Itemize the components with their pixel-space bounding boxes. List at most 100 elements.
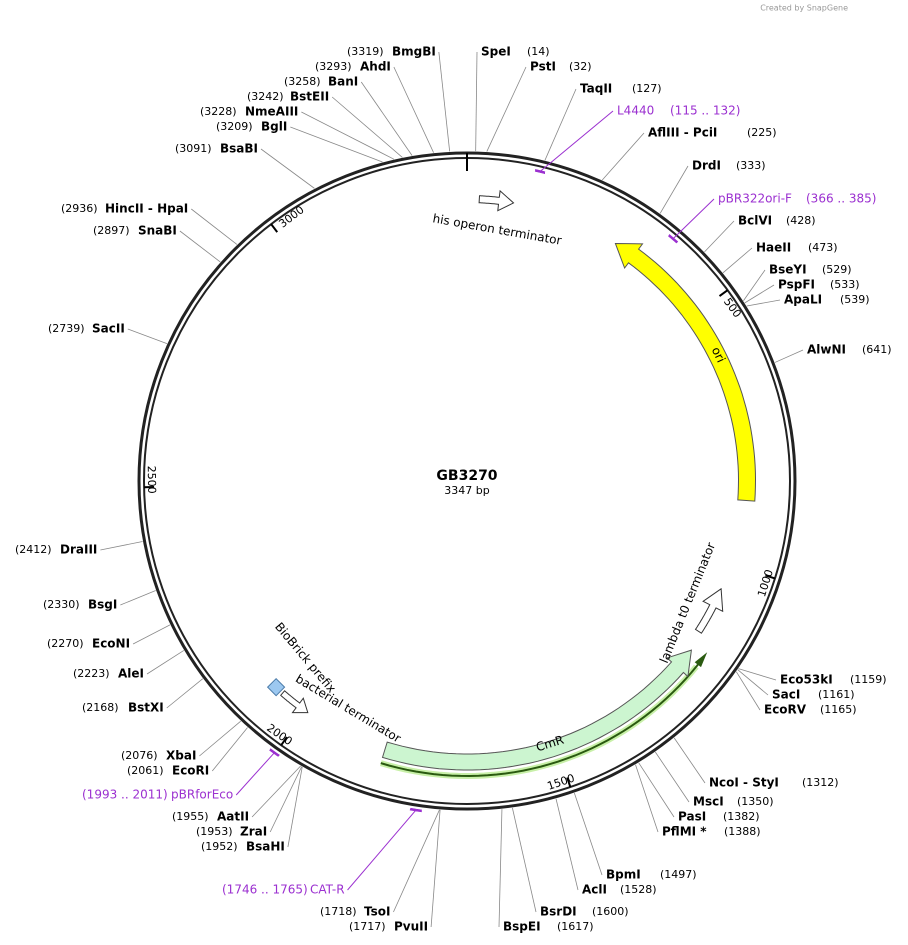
site-position: (333) (736, 159, 766, 172)
site-leader (738, 668, 777, 681)
ruler-tick (765, 574, 776, 580)
lambda-terminator (694, 587, 724, 634)
site-leader (774, 349, 804, 363)
plasmid-name: GB3270 (436, 468, 497, 484)
site-leader (260, 148, 315, 189)
site-name: SacI (772, 688, 800, 702)
site-name: BpmI (606, 868, 641, 882)
primer-leader (539, 110, 614, 172)
primer-range: (1993 .. 2011) (82, 788, 168, 802)
site-name: BanI (328, 75, 358, 89)
site-leader (438, 51, 451, 152)
site-name: ZraI (240, 825, 267, 839)
site-name: BstXI (128, 701, 164, 715)
site-position: (32) (569, 60, 592, 73)
site-position: (3209) (216, 120, 253, 133)
site-name: BsaBI (220, 142, 258, 156)
site-position: (2936) (61, 202, 98, 215)
site-position: (1312) (802, 776, 839, 789)
feature-label: his operon terminator (432, 211, 563, 247)
site-leader (331, 96, 403, 158)
site-position: (3319) (347, 45, 384, 58)
site-name: BseYI (769, 263, 807, 277)
site-position: (3091) (175, 142, 212, 155)
site-position: (1161) (818, 688, 855, 701)
primer-name: pBRforEco (171, 788, 233, 802)
site-position: (539) (840, 293, 870, 306)
primer-range: (115 .. 132) (670, 104, 740, 118)
site-position: (3293) (315, 60, 352, 73)
site-leader (737, 669, 769, 696)
site-name: TsoI (364, 905, 390, 919)
site-leader (673, 737, 706, 784)
site-leader (290, 126, 383, 163)
cmr-line-head (694, 652, 708, 668)
site-position: (2223) (73, 667, 110, 680)
site-leader (635, 764, 659, 833)
biobrick-prefix (266, 677, 286, 697)
site-name: SacII (92, 322, 125, 336)
primer-leader (347, 809, 417, 891)
site-name: BmgBI (392, 45, 436, 59)
site-name: AhdI (360, 60, 391, 74)
site-leader (287, 766, 303, 848)
site-leader (735, 671, 761, 711)
site-position: (2061) (127, 764, 164, 777)
site-name: AclI (582, 883, 607, 897)
site-leader (120, 590, 156, 606)
site-leader (251, 765, 301, 818)
primer-mark (534, 169, 546, 174)
site-position: (2739) (48, 322, 85, 335)
site-name: EcoNI (92, 637, 130, 651)
ruler-label: 2500 (145, 466, 159, 494)
site-name: EcoRV (764, 703, 807, 717)
site-leader (659, 165, 689, 214)
site-name: AlwNI (807, 343, 846, 357)
site-name: Eco53kI (780, 673, 833, 687)
site-leader (475, 51, 478, 152)
site-leader (638, 762, 675, 818)
branding: Created by SnapGene (760, 4, 848, 13)
ruler-tick (270, 223, 279, 233)
site-position: (641) (862, 343, 892, 356)
site-name: ApaLI (784, 293, 822, 307)
site-position: (3228) (200, 105, 237, 118)
ruler-tick (718, 289, 729, 297)
site-leader (486, 66, 527, 152)
feature-label: ori (709, 345, 728, 365)
site-name: DrdI (692, 159, 721, 173)
site-position: (2270) (47, 637, 84, 650)
site-position: (1497) (660, 868, 697, 881)
ruler-tick (280, 736, 288, 746)
site-position: (529) (822, 263, 852, 276)
site-position: (1382) (723, 810, 760, 823)
site-leader (166, 678, 204, 709)
site-leader (498, 809, 503, 928)
site-name: AatII (217, 810, 249, 824)
site-position: (14) (527, 45, 550, 58)
site-name: AleI (118, 667, 144, 681)
site-leader (511, 807, 537, 913)
site-name: NcoI - StyI (709, 776, 779, 790)
site-leader (743, 269, 766, 302)
site-leader (269, 766, 303, 833)
site-name: PspFI (778, 278, 815, 292)
site-name: SpeI (481, 45, 511, 59)
site-name: PstI (530, 60, 556, 74)
site-leader (393, 809, 440, 913)
site-position: (533) (830, 278, 860, 291)
site-position: (1955) (172, 810, 209, 823)
bacterial-terminator (280, 690, 309, 714)
site-leader (191, 208, 238, 245)
site-leader (654, 751, 690, 803)
site-name: BglI (261, 120, 287, 134)
site-position: (1528) (620, 883, 657, 896)
site-position: (2330) (43, 598, 80, 611)
site-leader (132, 624, 171, 645)
primer-range: (1746 .. 1765) (222, 883, 308, 897)
site-leader (704, 220, 735, 253)
site-position: (1388) (724, 825, 761, 838)
site-name: BsaHI (246, 840, 285, 854)
feature-label: bacterial terminator (293, 672, 403, 746)
